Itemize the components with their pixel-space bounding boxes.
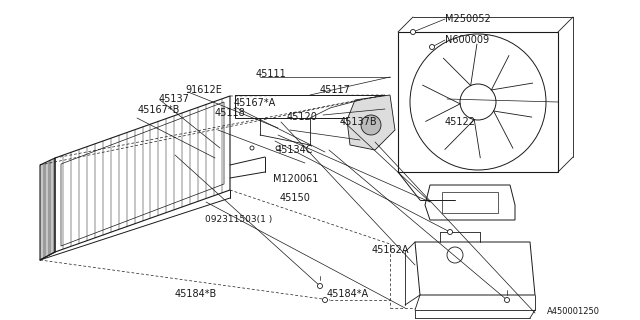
Circle shape: [410, 29, 415, 35]
Text: A450001250: A450001250: [547, 308, 600, 316]
Polygon shape: [347, 95, 395, 150]
Circle shape: [317, 284, 323, 289]
Text: 45122: 45122: [445, 116, 476, 127]
Text: 45167*B: 45167*B: [138, 105, 180, 116]
Text: 45120: 45120: [287, 112, 317, 122]
Text: 45150: 45150: [280, 193, 310, 204]
Circle shape: [447, 229, 452, 235]
Text: 45117: 45117: [320, 84, 351, 95]
Text: M250052: M250052: [445, 14, 490, 24]
Text: 45162A: 45162A: [371, 244, 409, 255]
Text: 45184*A: 45184*A: [326, 289, 369, 299]
Text: 45184*B: 45184*B: [174, 289, 216, 299]
Text: 45137: 45137: [158, 94, 189, 104]
Text: 91612E: 91612E: [186, 85, 223, 95]
Text: M120061: M120061: [273, 174, 319, 184]
Circle shape: [504, 298, 509, 302]
Circle shape: [361, 115, 381, 135]
Text: N600009: N600009: [445, 35, 489, 45]
Circle shape: [429, 44, 435, 50]
Text: 45137B: 45137B: [339, 116, 377, 127]
Text: 45134C: 45134C: [275, 145, 313, 156]
Text: 45111: 45111: [256, 69, 287, 79]
Circle shape: [323, 298, 328, 302]
Circle shape: [276, 146, 280, 150]
Text: 45167*A: 45167*A: [234, 98, 276, 108]
Text: 45118: 45118: [215, 108, 246, 118]
Text: 092311503(1 ): 092311503(1 ): [205, 215, 272, 224]
Circle shape: [250, 146, 254, 150]
